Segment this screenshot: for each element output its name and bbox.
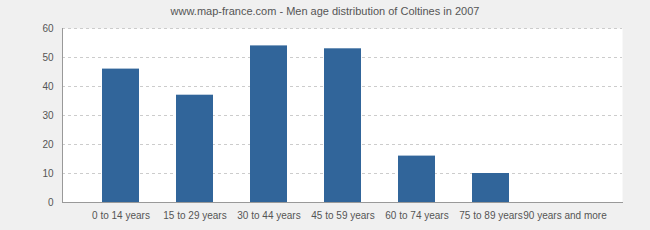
svg-text:45 to 59 years: 45 to 59 years xyxy=(311,210,374,221)
svg-text:0: 0 xyxy=(48,197,54,208)
svg-text:40: 40 xyxy=(42,81,54,92)
svg-text:60: 60 xyxy=(42,23,54,34)
svg-text:0 to 14 years: 0 to 14 years xyxy=(92,210,150,221)
svg-text:30 to 44 years: 30 to 44 years xyxy=(237,210,300,221)
svg-text:60 to 74 years: 60 to 74 years xyxy=(385,210,448,221)
svg-text:20: 20 xyxy=(42,139,54,150)
svg-text:50: 50 xyxy=(42,52,54,63)
html-text:www.map-france.com - Men age d: www.map-france.com - Men age distributio… xyxy=(170,5,480,17)
svg-text:10: 10 xyxy=(42,168,54,179)
svg-text:15 to 29 years: 15 to 29 years xyxy=(163,210,226,221)
svg-text:75 to 89 years: 75 to 89 years xyxy=(459,210,522,221)
svg-text:30: 30 xyxy=(42,110,54,121)
svg-text:90 years and more: 90 years and more xyxy=(523,210,607,221)
